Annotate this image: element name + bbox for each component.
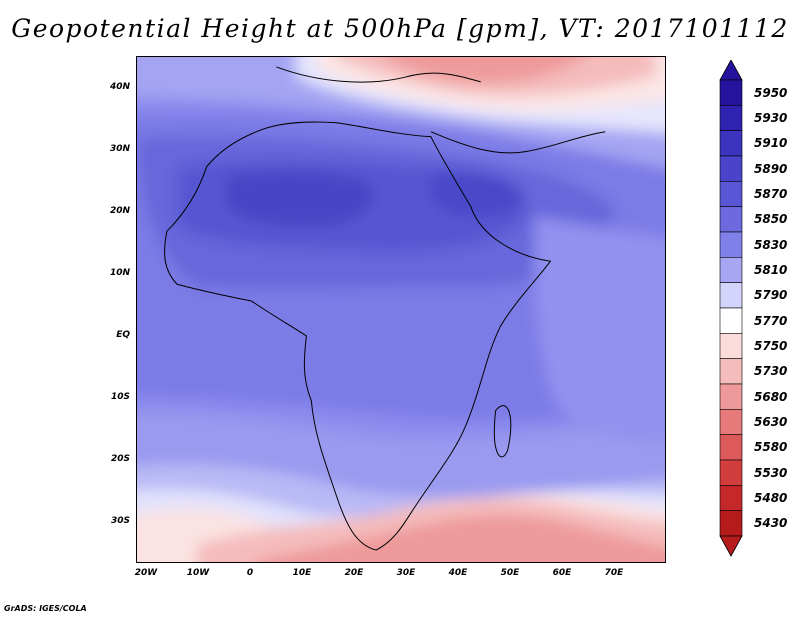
lat-label: 10S xyxy=(110,392,130,402)
colorbar-swatch xyxy=(719,459,743,486)
colorbar-swatches xyxy=(719,60,743,557)
colorbar: 5950 5930 5910 5890 5870 5850 5830 5810 5790 5770… xyxy=(716,60,796,560)
lat-label: 10N xyxy=(109,268,130,278)
colorbar-bottom-arrow xyxy=(719,535,743,557)
lon-label: 50E xyxy=(500,568,520,578)
colorbar-swatch xyxy=(719,155,743,182)
colorbar-label: 5790 xyxy=(754,288,788,303)
colorbar-label: 5870 xyxy=(754,187,788,201)
lat-label: 40N xyxy=(109,82,130,92)
colorbar-swatch xyxy=(719,130,743,157)
colorbar-label: 5430 xyxy=(754,516,788,531)
colorbar-swatch xyxy=(719,79,743,106)
lon-label: 30E xyxy=(396,568,416,578)
lon-label: 70E xyxy=(604,568,624,578)
coastlines xyxy=(164,66,606,551)
colorbar-label: 5830 xyxy=(754,237,788,252)
colorbar-label: 5630 xyxy=(754,415,788,429)
colorbar-swatch xyxy=(719,510,743,537)
lat-label: 30S xyxy=(110,516,130,526)
lon-label: 0 xyxy=(246,568,254,578)
colorbar-swatch xyxy=(719,485,743,511)
lon-label: 10E xyxy=(292,568,312,578)
lat-label: 20N xyxy=(109,206,130,216)
colorbar-swatch xyxy=(719,231,743,258)
colorbar-label: 5810 xyxy=(754,263,788,277)
lat-label: EQ xyxy=(116,330,130,340)
colorbar-label: 5770 xyxy=(754,313,788,328)
colorbar-label: 5580 xyxy=(754,440,788,455)
colorbar-label: 5730 xyxy=(754,364,788,379)
colorbar-swatch xyxy=(719,282,743,309)
lat-label: 30N xyxy=(109,144,130,154)
colorbar-swatch xyxy=(719,307,743,334)
colorbar-label: 5850 xyxy=(754,212,788,227)
filled-contours xyxy=(137,57,665,562)
grads-credit: GrADS: IGES/COLA xyxy=(4,604,87,613)
lon-label: 20W xyxy=(134,568,158,578)
colorbar-top-arrow xyxy=(719,60,743,81)
colorbar-label: 5680 xyxy=(754,389,788,404)
colorbar-swatch xyxy=(719,333,743,359)
colorbar-swatch xyxy=(719,409,743,435)
lon-label: 60E xyxy=(552,568,572,578)
lon-label: 40E xyxy=(448,568,468,578)
colorbar-label: 5480 xyxy=(754,491,788,505)
colorbar-swatch xyxy=(719,181,743,207)
lon-label: 10W xyxy=(186,568,210,578)
colorbar-label: 5910 xyxy=(754,136,788,151)
colorbar-label: 5950 xyxy=(754,85,788,100)
colorbar-label: 5930 xyxy=(754,111,788,125)
lon-label: 20E xyxy=(344,568,364,578)
map-title: Geopotential Height at 500hPa [gpm], VT:… xyxy=(11,14,789,43)
colorbar-swatch xyxy=(719,105,743,131)
height-field-map xyxy=(136,56,666,563)
colorbar-swatch xyxy=(719,434,743,461)
colorbar-swatch xyxy=(719,257,743,283)
lat-label: 20S xyxy=(110,454,130,464)
colorbar-swatch xyxy=(719,206,743,233)
colorbar-swatch xyxy=(719,358,743,385)
colorbar-label: 5890 xyxy=(754,161,788,176)
colorbar-swatch xyxy=(719,383,743,410)
colorbar-label: 5750 xyxy=(754,339,788,353)
colorbar-label: 5530 xyxy=(754,465,788,480)
